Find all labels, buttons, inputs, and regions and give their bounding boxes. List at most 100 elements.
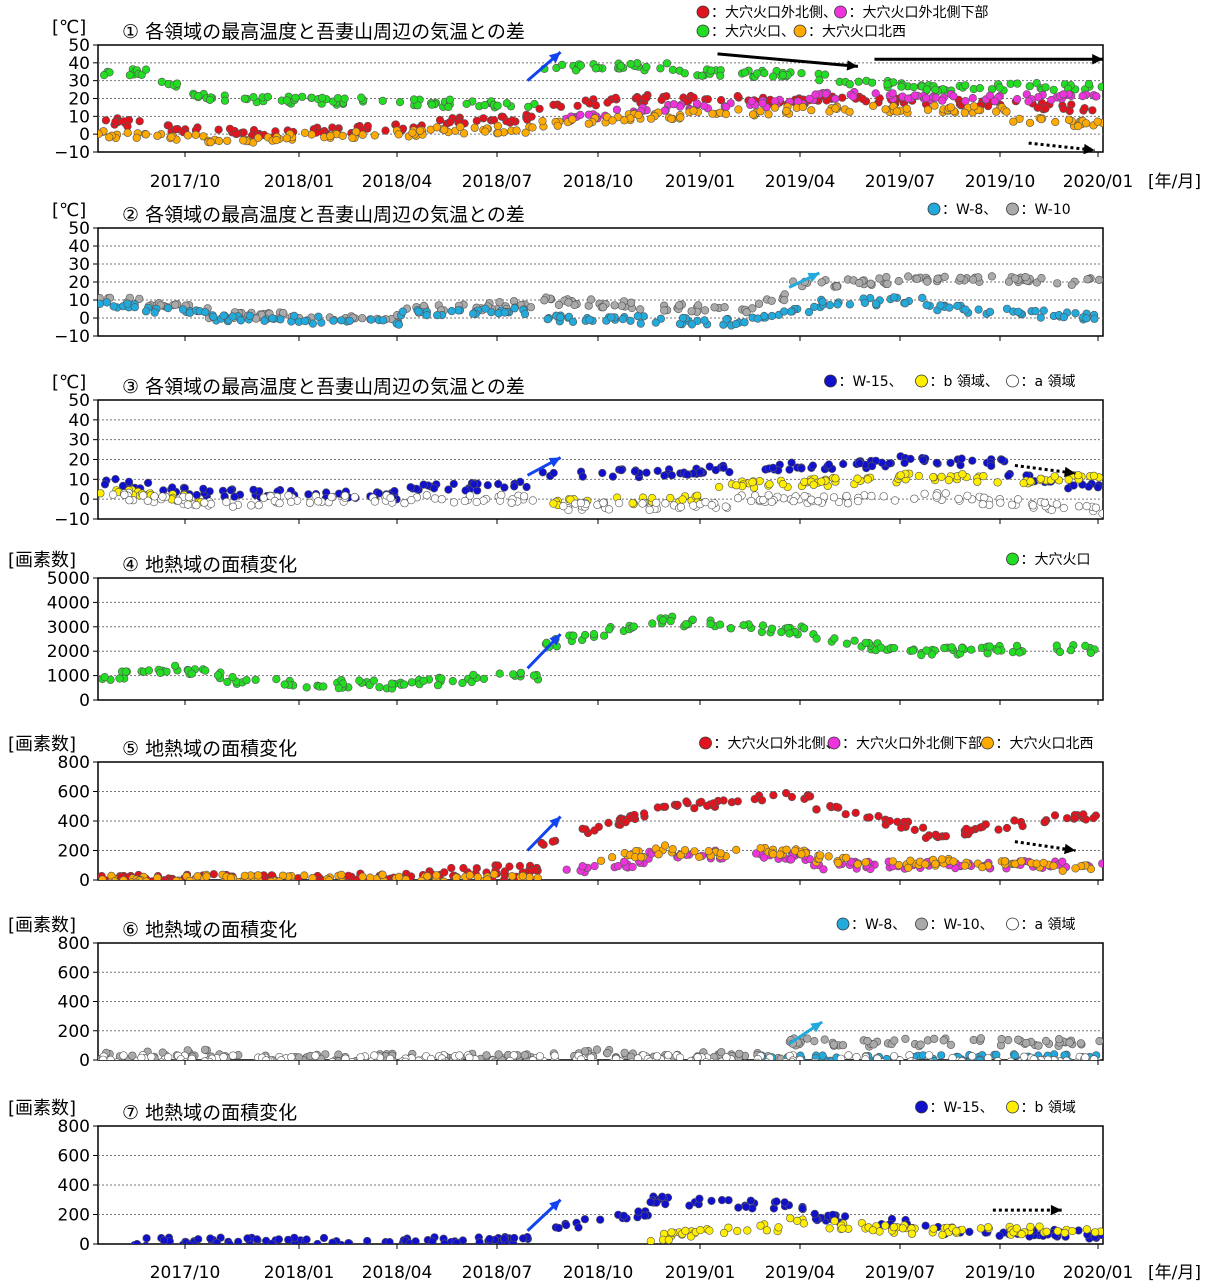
trend-arrow-head <box>1083 143 1095 155</box>
data-point <box>1071 864 1080 873</box>
data-point <box>526 303 536 312</box>
data-point <box>432 871 441 880</box>
data-point <box>608 116 617 125</box>
data-point <box>844 1051 853 1060</box>
data-point <box>158 492 167 501</box>
data-point <box>1006 1057 1015 1060</box>
data-point <box>1095 275 1103 284</box>
data-point <box>974 305 983 314</box>
data-point <box>805 94 814 103</box>
data-point <box>885 459 894 468</box>
data-point <box>933 274 942 283</box>
data-point <box>153 131 162 140</box>
data-point <box>206 138 215 147</box>
data-point <box>549 468 558 478</box>
data-point <box>705 462 714 471</box>
x-tick-label: 2018/04 <box>362 172 433 192</box>
data-point <box>500 1234 509 1243</box>
data-point <box>507 498 516 507</box>
data-point <box>493 861 503 870</box>
data-point <box>700 316 709 325</box>
data-point <box>678 313 688 323</box>
data-point <box>812 634 821 643</box>
data-point <box>778 70 788 80</box>
data-point <box>611 93 620 102</box>
data-point <box>200 1057 209 1060</box>
data-point <box>746 1196 755 1205</box>
data-point <box>254 871 263 880</box>
data-point <box>182 1058 189 1060</box>
data-point <box>808 461 818 470</box>
data-point <box>785 465 794 474</box>
data-point <box>495 669 504 678</box>
data-point <box>274 1235 284 1244</box>
data-point <box>748 304 757 313</box>
data-point <box>695 852 704 862</box>
data-point <box>529 671 539 680</box>
legend-label: ：W-8、 <box>942 202 997 218</box>
data-point <box>833 858 843 868</box>
data-point <box>387 679 397 688</box>
data-point <box>853 860 862 869</box>
data-point <box>147 1052 156 1060</box>
data-point <box>228 312 237 321</box>
data-point <box>302 683 311 692</box>
data-point <box>779 307 789 316</box>
data-point <box>704 846 713 856</box>
data-point <box>662 59 672 68</box>
data-point <box>381 126 390 135</box>
y-tick-label: 600 <box>58 963 90 983</box>
data-point <box>366 873 375 880</box>
data-point <box>440 868 449 877</box>
data-point <box>968 1052 977 1060</box>
data-point <box>1058 857 1067 866</box>
data-point <box>765 1053 774 1060</box>
data-point <box>923 105 933 114</box>
data-point <box>996 498 1005 507</box>
data-point <box>910 494 919 503</box>
data-point <box>535 104 544 113</box>
data-point <box>721 502 730 511</box>
data-point <box>370 1051 379 1060</box>
data-point <box>931 859 940 869</box>
data-point <box>607 313 616 322</box>
y-tick-label: 4000 <box>47 593 90 613</box>
legend-label: ：大穴火口 <box>1021 552 1091 568</box>
data-point <box>973 477 982 486</box>
data-point <box>159 1236 168 1244</box>
data-point <box>716 95 726 105</box>
data-point <box>520 1051 529 1060</box>
legend-label: ：W-10 <box>1021 202 1071 218</box>
data-point <box>768 72 778 81</box>
data-point <box>98 489 105 498</box>
data-point <box>797 850 806 859</box>
data-point <box>940 272 949 282</box>
x-tick-label: 2020/01 <box>1063 1263 1134 1283</box>
data-point <box>99 70 109 80</box>
data-point <box>1082 314 1091 323</box>
data-point <box>363 121 372 131</box>
data-point <box>589 629 599 639</box>
data-point <box>984 1054 993 1060</box>
data-point <box>619 1211 628 1220</box>
data-point <box>910 91 920 100</box>
data-point <box>1004 471 1013 480</box>
data-point <box>904 863 913 873</box>
data-point <box>201 308 210 317</box>
data-point <box>1088 106 1097 115</box>
data-point <box>842 853 851 862</box>
data-point <box>903 94 913 103</box>
data-point <box>427 100 437 109</box>
data-point <box>890 496 900 505</box>
data-point <box>1074 121 1083 131</box>
data-point <box>889 293 899 302</box>
data-point <box>341 491 350 500</box>
data-point <box>268 314 277 323</box>
data-point <box>400 499 409 508</box>
data-point <box>510 1233 519 1243</box>
data-point <box>1049 861 1058 871</box>
data-point <box>693 1053 702 1060</box>
data-point <box>333 94 343 103</box>
data-point <box>422 311 431 320</box>
data-point <box>782 106 791 115</box>
